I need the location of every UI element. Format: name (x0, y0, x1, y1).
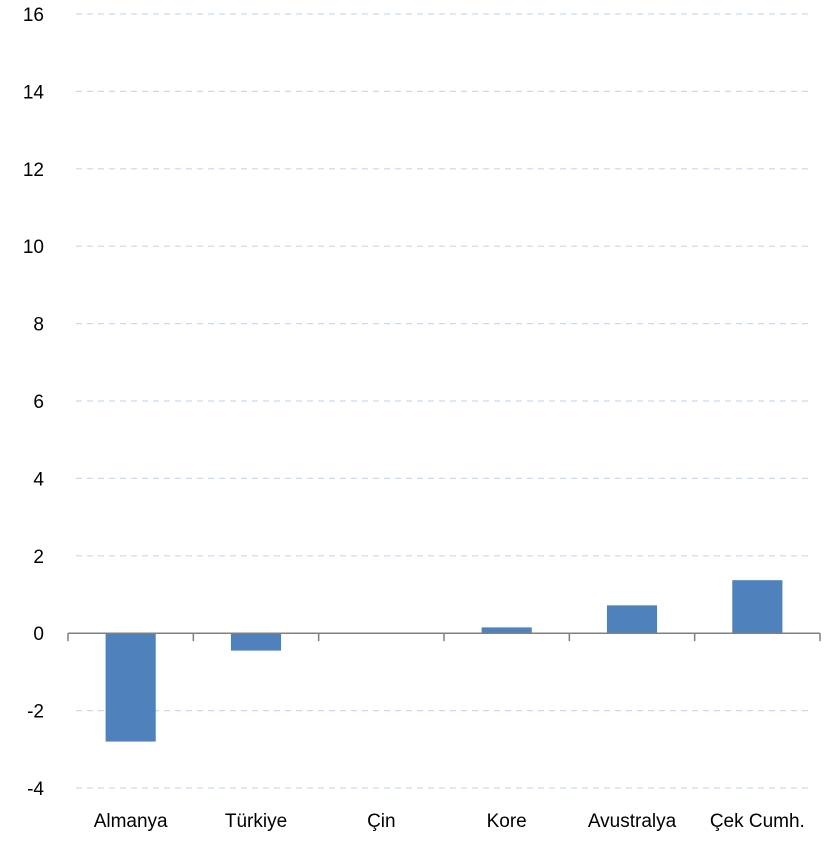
y-tick-label: -4 (27, 779, 44, 800)
y-tick-label: 14 (23, 82, 45, 103)
y-tick-label: 2 (33, 547, 44, 568)
x-tick-label: Türkiye (225, 811, 287, 832)
bar (105, 633, 156, 742)
bars (105, 580, 783, 742)
y-tick-label: 12 (23, 160, 44, 181)
bar (481, 627, 532, 634)
x-tick-label: Çin (367, 811, 396, 832)
y-tick-label: 6 (33, 392, 44, 413)
y-tick-label: -2 (27, 702, 44, 723)
x-tick-labels: Almanya Türkiye Çin Kore Avustralya Çek Cumh. (94, 811, 805, 832)
y-tick-label: 4 (33, 469, 44, 490)
y-tick-label: 0 (33, 624, 44, 645)
gridlines (76, 13, 812, 789)
x-tick-label: Çek Cumh. (710, 811, 805, 832)
x-tick-label: Almanya (94, 811, 168, 832)
y-tick-label: 16 (23, 5, 44, 26)
y-tick-label: 10 (23, 237, 44, 258)
bar (606, 605, 658, 634)
bar (230, 633, 282, 651)
y-tick-label: 8 (33, 315, 44, 336)
x-axis (67, 632, 821, 642)
bar (732, 580, 783, 634)
x-tick-label: Avustralya (588, 811, 677, 832)
x-tick-label: Kore (487, 811, 527, 832)
y-tick-labels: -4 -2 0 2 4 6 8 10 12 14 16 (23, 5, 45, 800)
